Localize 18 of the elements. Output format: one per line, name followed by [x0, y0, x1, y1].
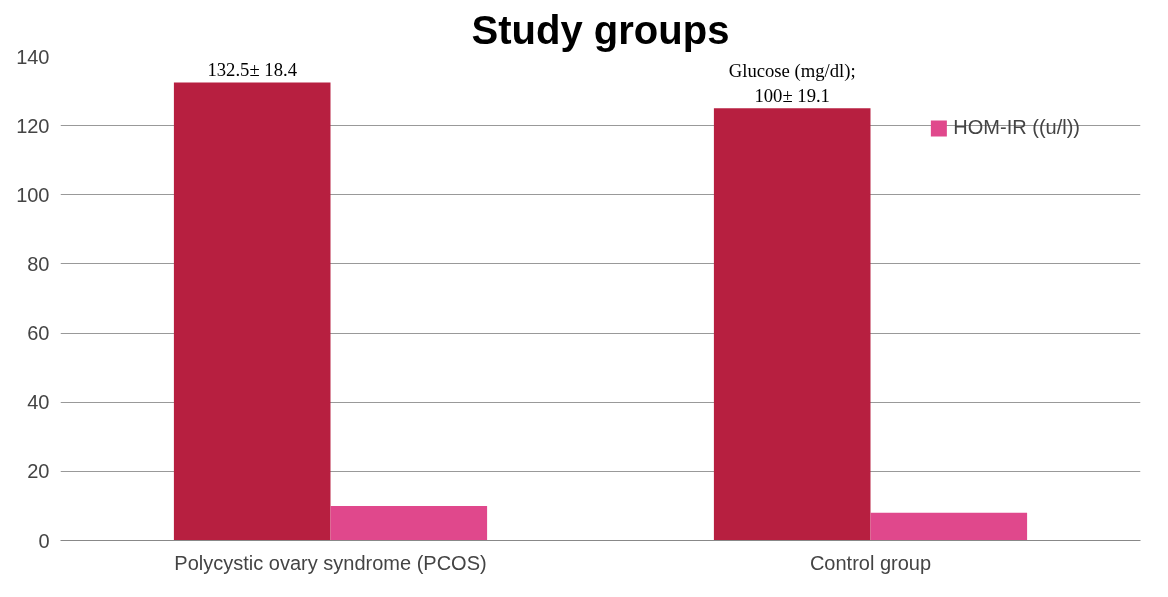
x-tick-label: Control group — [809, 551, 932, 574]
bar — [330, 505, 488, 541]
y-tick-label: 20 — [27, 460, 50, 483]
y-tick-label: 40 — [27, 391, 50, 414]
data-label: Glucose (mg/dl); 100± 19.1 — [728, 60, 856, 107]
y-tick-label: 120 — [16, 114, 50, 137]
y-tick-label: 100 — [16, 183, 50, 206]
y-tick-label: 80 — [27, 252, 50, 275]
bar — [713, 108, 871, 541]
y-tick-label: 140 — [16, 45, 50, 68]
data-label: 132.5± 18.4 — [207, 59, 298, 81]
bar — [173, 82, 331, 541]
chart-title: Study groups — [471, 7, 730, 52]
y-tick-label: 0 — [38, 529, 50, 552]
legend-label: HOM-IR ((u/l)) — [953, 116, 1080, 139]
y-tick-label: 60 — [27, 322, 50, 345]
x-tick-label: Polycystic ovary syndrome (PCOS) — [174, 551, 487, 574]
bar — [870, 512, 1028, 541]
